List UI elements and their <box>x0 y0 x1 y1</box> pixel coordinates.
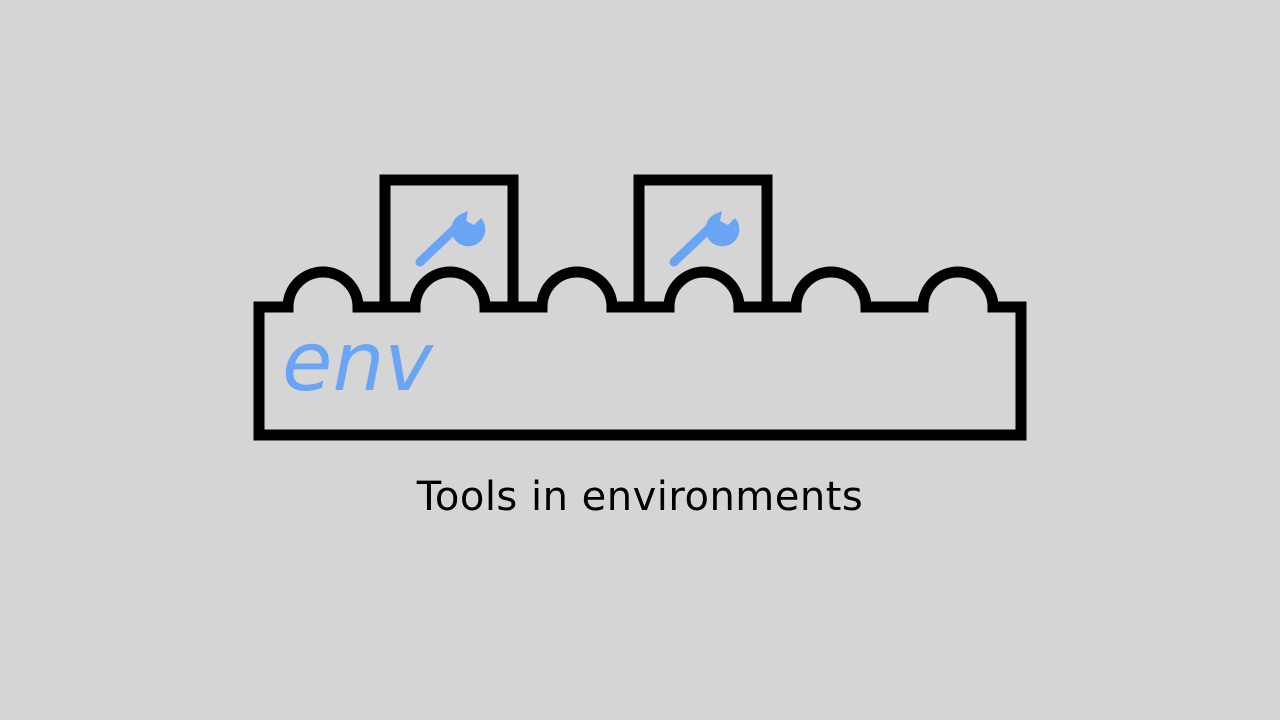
wrench-icon <box>415 211 486 267</box>
env-label: env <box>282 315 434 410</box>
caption: Tools in environments <box>416 474 864 520</box>
environment-base <box>253 266 1027 441</box>
wrench-icon <box>669 211 740 267</box>
